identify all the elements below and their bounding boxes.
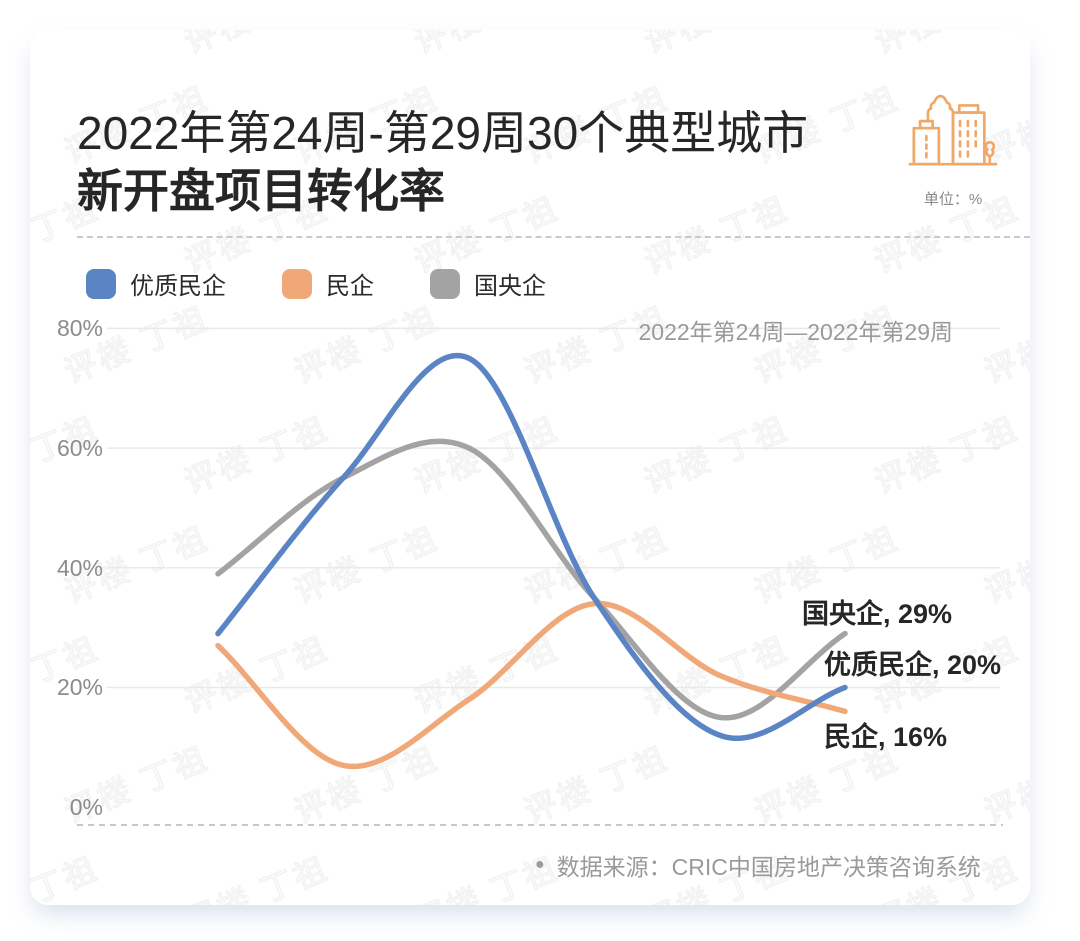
svg-text:优质民企, 20%: 优质民企, 20% bbox=[824, 649, 1001, 680]
svg-text:2022年第24周—2022年第29周: 2022年第24周—2022年第29周 bbox=[639, 319, 954, 345]
svg-text:40%: 40% bbox=[57, 555, 103, 581]
svg-text:0%: 0% bbox=[70, 794, 103, 820]
svg-text:60%: 60% bbox=[57, 435, 103, 461]
svg-text:80%: 80% bbox=[57, 315, 103, 341]
svg-text:民企, 16%: 民企, 16% bbox=[824, 721, 947, 752]
svg-text:国央企, 29%: 国央企, 29% bbox=[802, 598, 952, 629]
svg-text:20%: 20% bbox=[57, 674, 103, 700]
